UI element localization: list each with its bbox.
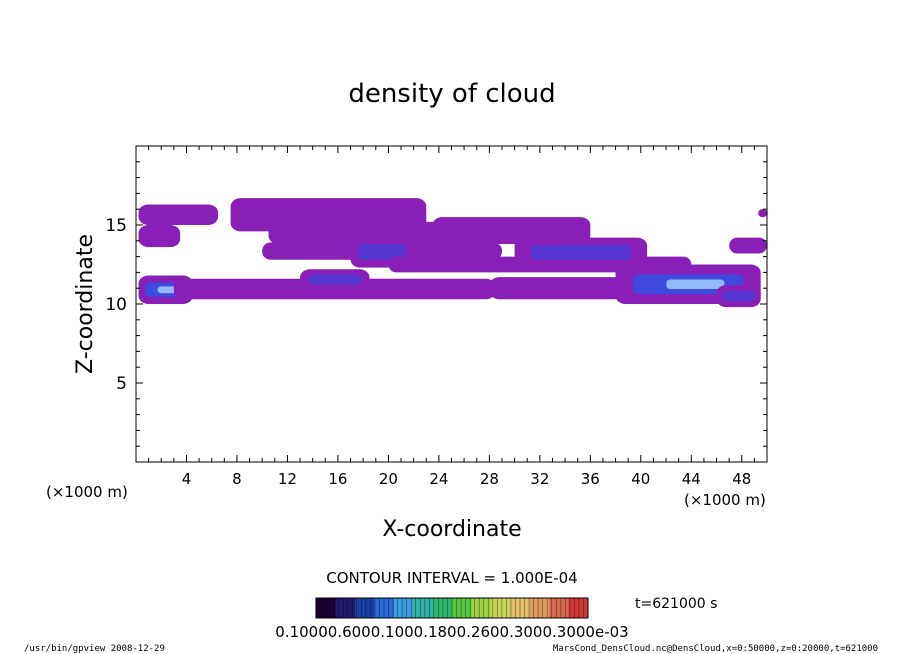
x-tick-label: 8 [232,470,242,488]
colorbar-swatch [316,598,336,618]
colorbar [315,597,589,619]
x-tick-labels: 4 8 12 16 20 24 28 32 36 40 44 48 [182,470,752,488]
y-tick-labels: 5 10 15 [105,216,127,394]
contour-interval-label: CONTOUR INTERVAL = 1.000E-04 [326,569,577,587]
x-tick-label: 40 [631,470,650,488]
y-tick-label: 5 [116,374,127,394]
footer-left: /usr/bin/gpview 2008-12-29 [24,644,165,654]
cloud-contour-fill [138,198,767,308]
y-axis-label: Z-coordinate [73,234,98,374]
footer-right: MarsCond_DensCloud.nc@DensCloud,x=0:5000… [553,644,878,654]
cloud-core-6 [358,243,407,260]
x-axis-label: X-coordinate [382,517,521,542]
x-tick-label: 20 [379,470,398,488]
x-tick-label: 24 [429,470,448,488]
cloud-core-8 [530,245,632,261]
colorbar-swatch [529,598,550,618]
x-tick-label: 36 [581,470,600,488]
x-tick-label: 28 [480,470,499,488]
x-unit-right: (×1000 m) [684,491,766,509]
cloud-core-13 [308,274,362,285]
colorbar-swatch [549,598,570,618]
cloud-core-16 [721,290,756,302]
colorbar-swatch [432,598,453,618]
x-tick-label: 12 [278,470,297,488]
x-tick-label: 44 [682,470,701,488]
x-unit-left: (×1000 m) [46,483,128,501]
cloud-layer-0 [138,204,219,225]
cloud-layer-1 [138,225,181,248]
colorbar-swatch [490,598,511,618]
colorbar-swatch [393,598,414,618]
chart-title: density of cloud [348,79,555,109]
x-tick-label: 48 [732,470,751,488]
colorbar-swatch [354,598,375,618]
x-tick-label: 32 [530,470,549,488]
cloud-layer-9 [729,237,767,254]
x-tick-label: 4 [182,470,192,488]
cloud-peak-11 [157,286,180,294]
y-tick-label: 15 [105,216,127,236]
colorbar-swatch [335,598,356,618]
colorbar-swatch [568,598,589,618]
y-tick-label: 10 [105,295,127,315]
colorbar-labels: 0.10000.6000.1000.1800.2600.3000.3000e-0… [275,623,628,641]
colorbar-swatch [471,598,492,618]
colorbar-swatch [413,598,434,618]
cloud-layer-10 [758,209,767,218]
colorbar-frame [315,597,589,619]
cloud-layer-4 [432,217,591,237]
axis-ticks [136,146,767,462]
colorbar-swatch [452,598,472,618]
x-tick-label: 16 [328,470,347,488]
time-label: t=621000 s [635,596,717,612]
cloud-peak-15 [666,279,725,289]
